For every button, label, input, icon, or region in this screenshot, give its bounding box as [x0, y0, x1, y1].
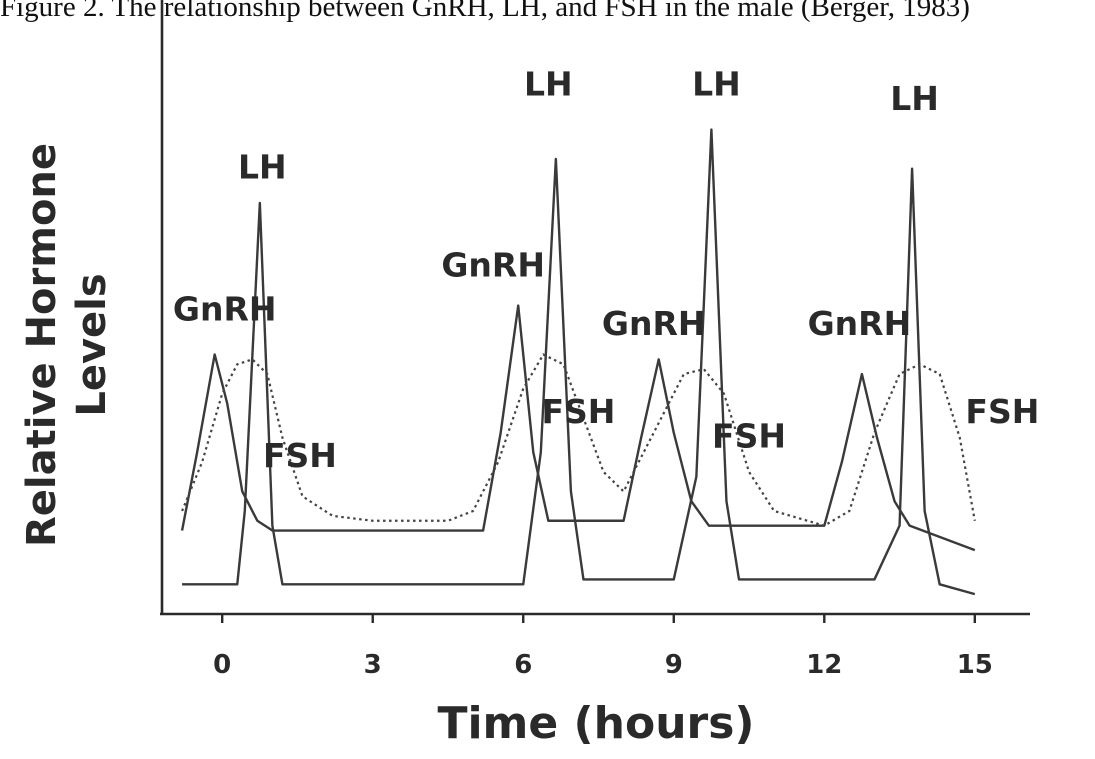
x-tick-label: 3 [364, 650, 382, 680]
gnrh-label: GnRH [173, 289, 277, 328]
lh-series-line [182, 128, 976, 596]
lh-label: LH [692, 64, 741, 103]
lh-label: LH [524, 64, 573, 103]
plot-area: 0 3 6 9 12 15 LH GnRH FSH LH GnRH FSH LH GnRH FSH LH Gn… [160, 0, 1039, 680]
gnrh-series-line [180, 304, 976, 552]
lh-label: LH [890, 79, 939, 118]
lh-label: LH [238, 147, 287, 186]
gnrh-label: GnRH [808, 304, 912, 343]
gnrh-label: GnRH [602, 304, 706, 343]
fsh-label: FSH [541, 392, 615, 431]
y-axis-title-line2: Levels [69, 273, 115, 416]
y-axis-title-line1: Relative Hormone [19, 143, 65, 547]
gnrh-label: GnRH [441, 245, 545, 284]
annotation-layer: LH GnRH FSH LH GnRH FSH LH GnRH FSH LH GnRH FSH [173, 64, 1039, 475]
x-tick-label: 9 [665, 650, 683, 680]
figure-caption: Figure 2. The relationship between GnRH,… [0, 0, 970, 23]
fsh-label: FSH [712, 416, 786, 455]
fsh-label: FSH [965, 392, 1039, 431]
series-layer [180, 128, 976, 596]
fsh-series-line [181, 353, 976, 527]
x-tick-label: 6 [514, 650, 532, 680]
x-tick-label: 12 [806, 650, 842, 680]
x-tick-label: 0 [213, 650, 231, 680]
fsh-label: FSH [263, 436, 337, 475]
x-axis-title: Time (hours) [437, 698, 754, 749]
x-ticks: 0 3 6 9 12 15 [213, 614, 993, 680]
x-tick-label: 15 [957, 650, 993, 680]
